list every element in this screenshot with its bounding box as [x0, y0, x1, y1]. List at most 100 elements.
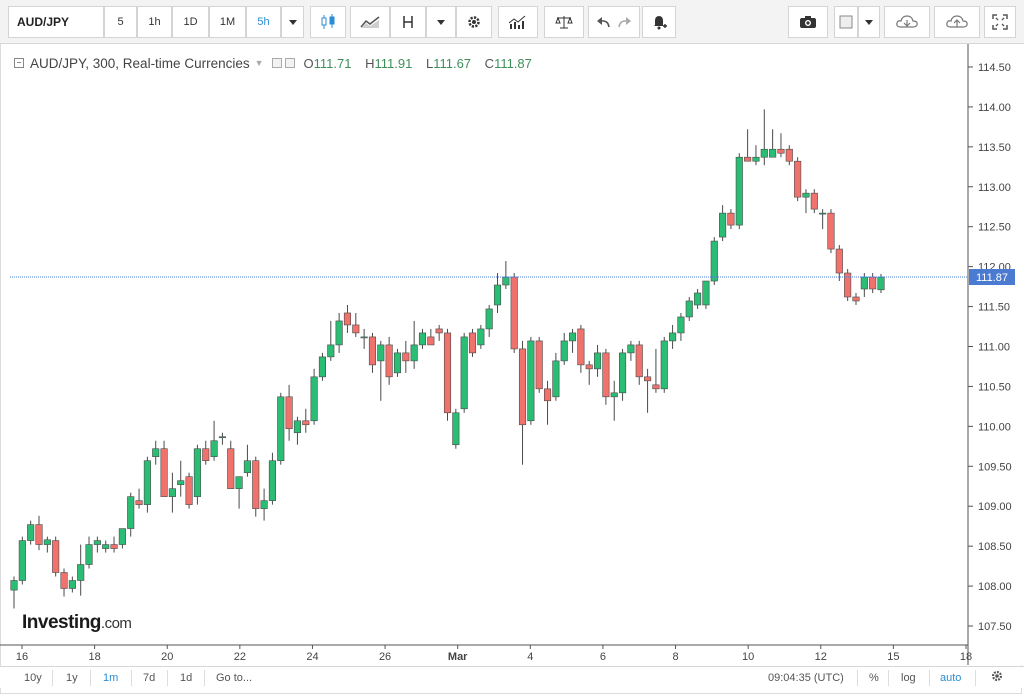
candle-body-up: [268, 460, 276, 501]
candle-body-down: [368, 336, 377, 366]
candle-body-down: [185, 476, 193, 505]
candle: [135, 488, 143, 509]
candle-body-up: [327, 344, 335, 358]
candle-body-down: [543, 388, 552, 402]
interval-5h-button[interactable]: 5h: [246, 6, 281, 38]
redo-icon[interactable]: [618, 16, 632, 28]
collapse-legend-icon[interactable]: [14, 58, 24, 68]
y-tick-label: 110.50: [978, 381, 1011, 393]
candle-body-down: [827, 212, 835, 250]
layout-button[interactable]: [834, 6, 858, 38]
candle-body-up: [719, 212, 727, 238]
candle: [43, 536, 51, 553]
log-scale-button[interactable]: log: [901, 672, 916, 684]
range-1d-button[interactable]: 1d: [180, 672, 193, 684]
load-chart-button[interactable]: [884, 6, 930, 38]
x-tick-label: 18: [960, 651, 972, 663]
last-price-label: 111.87: [976, 272, 1008, 284]
candle: [168, 472, 176, 513]
fullscreen-button[interactable]: [984, 6, 1016, 38]
candle: [852, 292, 860, 305]
x-tick-label: 4: [527, 651, 533, 663]
candle: [93, 536, 101, 553]
high-value: 111.91: [374, 55, 413, 71]
y-tick-label: 111.50: [978, 302, 1010, 314]
range-1y-button[interactable]: 1y: [66, 672, 78, 684]
candle-body-up: [193, 448, 201, 497]
candle: [477, 324, 485, 349]
candle: [227, 440, 235, 489]
goto-date-button[interactable]: Go to...: [216, 672, 253, 684]
candle: [610, 380, 618, 421]
settings-button[interactable]: [456, 6, 492, 38]
candle: [627, 340, 635, 361]
candle-body-down: [635, 344, 643, 378]
candles-style-button[interactable]: [310, 6, 346, 38]
close-label: C: [484, 55, 495, 71]
candle-body-down: [35, 524, 43, 545]
price-axis-panel: [968, 44, 1024, 665]
interval-1h-button[interactable]: 1h: [137, 6, 172, 38]
candle-body-up: [293, 420, 301, 434]
symbol-selector[interactable]: AUD/JPY: [8, 6, 104, 38]
undo-redo-group: [588, 6, 640, 38]
layout-dropdown[interactable]: [858, 6, 880, 38]
open-label: O: [303, 55, 314, 71]
candle-body-up: [168, 488, 176, 497]
y-tick-label: 113.50: [978, 142, 1011, 154]
range-10y-button[interactable]: 10y: [24, 672, 42, 684]
save-chart-button[interactable]: [934, 6, 980, 38]
interval-1m-button[interactable]: 1M: [209, 6, 246, 38]
interval-dropdown-button[interactable]: [281, 6, 304, 38]
y-tick-label: 112.50: [978, 222, 1011, 234]
candle-body-down: [135, 500, 143, 505]
candle-body-down: [252, 460, 260, 509]
indicators-icon: [508, 15, 526, 29]
candle-body-up: [619, 352, 627, 394]
y-tick-label: 108.00: [978, 581, 1012, 593]
add-alert-button[interactable]: [642, 6, 676, 38]
y-tick-label: 113.00: [978, 182, 1011, 194]
candlestick-icon: [321, 14, 335, 29]
candle-body-up: [377, 344, 385, 362]
candle: [535, 336, 543, 393]
candle-body-up: [560, 340, 568, 362]
candle-body-down: [535, 340, 543, 390]
drawing-tools-button[interactable]: [390, 6, 426, 38]
range-7d-button[interactable]: 7d: [143, 672, 156, 684]
drawing-tools-dropdown[interactable]: [426, 6, 456, 38]
candle-body-up: [735, 156, 743, 226]
candle: [735, 153, 743, 230]
candle-body-down: [602, 352, 610, 398]
range-1m-button[interactable]: 1m: [103, 672, 119, 684]
candle-body-down: [644, 376, 652, 382]
candle: [343, 304, 352, 333]
candle: [118, 528, 126, 549]
candle: [77, 544, 85, 596]
candle-body-down: [343, 312, 352, 326]
candle-body-up: [360, 336, 368, 339]
undo-icon[interactable]: [596, 16, 610, 28]
area-style-button[interactable]: [350, 6, 390, 38]
legend-caret-icon[interactable]: ▼: [254, 58, 264, 68]
price-chart[interactable]: 107.50 108.00 108.50 109.00 109.50 110.00 110.…: [0, 44, 1024, 670]
candle: [452, 408, 460, 449]
percent-scale-button[interactable]: %: [869, 672, 879, 684]
candle-body-up: [210, 440, 218, 458]
low-label: L: [425, 55, 434, 71]
interval-5-button[interactable]: 5: [104, 6, 137, 38]
candle-body-up: [152, 448, 160, 458]
interval-1d-button[interactable]: 1D: [172, 6, 209, 38]
indicators-button[interactable]: [498, 6, 538, 38]
settings-mini-icon[interactable]: [284, 58, 295, 68]
visibility-icon[interactable]: [271, 58, 282, 68]
chart-properties-button[interactable]: [986, 669, 1008, 685]
square-layout-icon: [839, 15, 853, 29]
candle-body-up: [18, 540, 26, 581]
candle: [835, 245, 843, 282]
compare-button[interactable]: [544, 6, 584, 38]
candle-body-up: [27, 524, 35, 541]
snapshot-button[interactable]: [788, 6, 828, 38]
candle: [802, 189, 810, 214]
auto-scale-button[interactable]: auto: [940, 672, 962, 684]
